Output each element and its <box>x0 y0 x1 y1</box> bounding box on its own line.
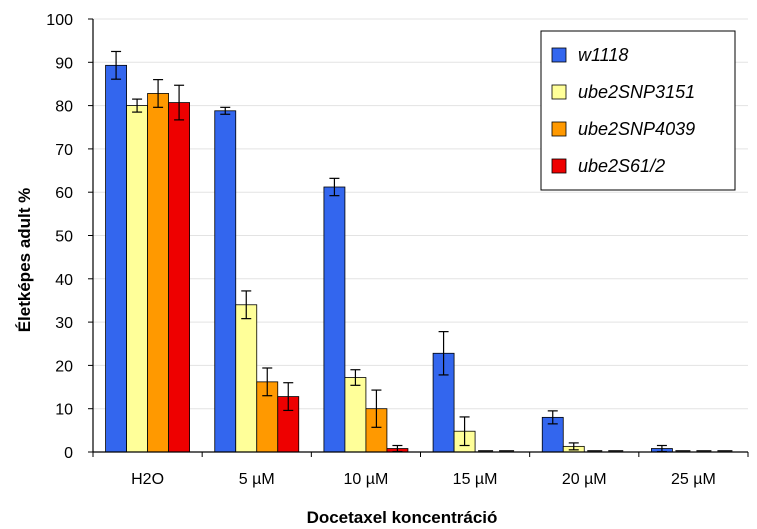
y-tick-label: 0 <box>64 445 73 462</box>
x-tick-label: 5 µM <box>239 471 275 488</box>
x-tick-label: 10 µM <box>344 471 389 488</box>
x-axis-title: Docetaxel koncentráció <box>307 508 498 527</box>
legend-label: w1118 <box>578 45 628 65</box>
grid-lines <box>93 18 748 410</box>
y-tick-label: 90 <box>55 55 73 72</box>
bar <box>147 93 169 453</box>
y-tick-label: 10 <box>55 402 73 419</box>
y-axis-title: Életképes adult % <box>15 188 34 333</box>
x-tick-label: 20 µM <box>562 471 607 488</box>
y-tick-label: 60 <box>55 185 73 202</box>
bar <box>235 304 258 453</box>
legend-swatch <box>551 84 567 100</box>
legend-swatch <box>551 47 567 63</box>
x-tick-label: H2O <box>131 471 164 488</box>
bar <box>214 110 237 453</box>
y-tick-label: 80 <box>55 99 73 116</box>
axes <box>88 18 749 457</box>
bar <box>323 186 346 453</box>
y-tick-label: 20 <box>55 358 73 375</box>
legend: w1118 ube2SNP3151 ube2SNP4039 ube2S61/2 <box>540 30 736 191</box>
y-tick-labels: 0 10 20 30 40 50 60 70 80 90 100 <box>46 12 73 462</box>
legend-box <box>540 30 736 191</box>
y-tick-label: 40 <box>55 272 73 289</box>
y-tick-label: 70 <box>55 142 73 159</box>
bar <box>168 102 190 453</box>
bar <box>344 377 367 453</box>
legend-swatch <box>551 121 567 137</box>
bar <box>105 64 127 453</box>
y-tick-label: 50 <box>55 229 73 246</box>
legend-swatch <box>551 158 567 174</box>
legend-label: ube2SNP4039 <box>578 119 695 139</box>
x-tick-label: 25 µM <box>671 471 716 488</box>
error-bars <box>111 50 667 453</box>
bar <box>126 105 148 453</box>
y-tick-label: 30 <box>55 315 73 332</box>
y-tick-label: 100 <box>46 12 73 29</box>
x-tick-label: 15 µM <box>453 471 498 488</box>
x-tick-labels: H2O 5 µM 10 µM 15 µM 20 µM 25 µM <box>131 471 716 488</box>
legend-label: ube2S61/2 <box>578 156 665 176</box>
legend-label: ube2SNP3151 <box>578 82 695 102</box>
